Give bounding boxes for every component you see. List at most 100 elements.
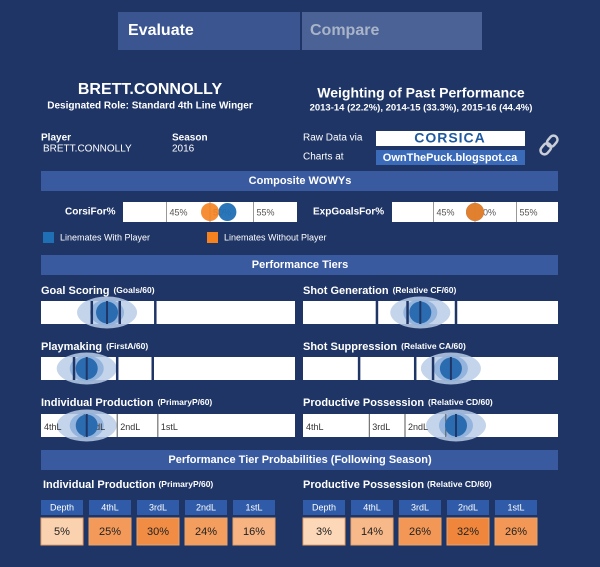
section-bar (41, 255, 558, 275)
link-icon[interactable] (539, 134, 559, 156)
section-bar (41, 171, 558, 191)
value-cell (136, 517, 180, 546)
header-cell (185, 500, 227, 515)
table-title: Productive Possession (Relative CD/60) (303, 479, 492, 491)
header-cell (41, 500, 83, 515)
section-title: Composite WOWYs (249, 175, 352, 187)
table-unit: (Relative CD/60) (427, 479, 492, 489)
tick-label: 45% (170, 207, 188, 217)
tick-label: 50% (478, 207, 496, 217)
tick-label: 55% (257, 207, 275, 217)
value-cell (88, 517, 132, 546)
header-cell (399, 500, 441, 515)
tier-label: 4thL (44, 422, 62, 432)
header-text: 1stL (245, 502, 262, 512)
panel-unit: (FirstA/60) (106, 341, 148, 351)
header-cell (447, 500, 489, 515)
header-cell (495, 500, 537, 515)
section-bar (41, 450, 558, 470)
value-text: 24% (195, 526, 217, 538)
value-cell (232, 517, 276, 546)
tab[interactable] (302, 12, 482, 50)
panel-unit: (Relative CF/60) (393, 285, 457, 295)
header-cell (137, 500, 179, 515)
header-text: 2ndL (196, 502, 216, 512)
section-title: Performance Tier Probabilities (Followin… (168, 454, 432, 466)
value-text: 3% (316, 526, 332, 538)
panel-title: Productive Possession (Relative CD/60) (303, 397, 493, 409)
legend-swatch (43, 232, 54, 243)
player-name: BRETT.CONNOLLY (78, 81, 223, 98)
role: Designated Role: Standard 4th Line Winge… (47, 101, 253, 112)
panel-label: Playmaking (41, 341, 102, 353)
tab-label[interactable]: Evaluate (128, 22, 194, 39)
header-text: 4thL (363, 502, 381, 512)
value-text: 30% (147, 526, 169, 538)
value-text: 32% (457, 526, 479, 538)
panel-unit: (Goals/60) (113, 285, 154, 295)
value-cell (350, 517, 394, 546)
table-unit: (PrimaryP/60) (158, 479, 213, 489)
panel-label: Goal Scoring (41, 285, 109, 297)
tier-label: 1stL (161, 422, 178, 432)
header-cell (233, 500, 275, 515)
value: BRETT.CONNOLLY (43, 144, 132, 155)
header-text: Depth (312, 502, 336, 512)
source-link[interactable]: OwnThePuck.blogspot.ca (383, 152, 518, 164)
panel-unit: (Relative CD/60) (428, 397, 493, 407)
tier-label: 3rdL (372, 422, 390, 432)
tier-label: 4thL (306, 422, 324, 432)
header-cell (303, 500, 345, 515)
value-text: 26% (409, 526, 431, 538)
metric-label: CorsiFor% (65, 207, 116, 218)
value-cell (494, 517, 538, 546)
legend-label: Linemates With Player (60, 232, 150, 242)
section-title: Performance Tiers (252, 259, 348, 271)
header-cell (89, 500, 131, 515)
source-box[interactable] (376, 150, 525, 165)
header-text: 3rdL (149, 502, 167, 512)
legend-label: Linemates Without Player (224, 232, 327, 242)
header-cell (351, 500, 393, 515)
legend-swatch (207, 232, 218, 243)
header-text: 2ndL (458, 502, 478, 512)
panel-title: Individual Production (PrimaryP/60) (41, 397, 212, 409)
label: Player (41, 133, 71, 144)
weighting: 2013-14 (22.2%), 2014-15 (33.3%), 2015-1… (310, 103, 533, 114)
value-text: 26% (505, 526, 527, 538)
source-link[interactable]: CORSICA (414, 130, 486, 146)
table-title: Individual Production (PrimaryP/60) (43, 479, 213, 491)
panel-label: Individual Production (41, 397, 154, 409)
panel-title: Goal Scoring (Goals/60) (41, 285, 155, 297)
tier-label: 2ndL (120, 422, 140, 432)
with-marker (218, 203, 237, 221)
value-cell (446, 517, 490, 546)
header-text: 3rdL (411, 502, 429, 512)
weighting-title: Weighting of Past Performance (317, 85, 525, 101)
tab-label[interactable]: Compare (310, 22, 379, 39)
value-text: 5% (54, 526, 70, 538)
tab[interactable] (118, 12, 300, 50)
panel-title: Playmaking (FirstA/60) (41, 341, 148, 353)
source-box[interactable] (376, 131, 525, 146)
panel-label: Shot Suppression (303, 341, 397, 353)
without-marker (466, 203, 484, 221)
tier-label: 2ndL (408, 422, 428, 432)
panel-title: Shot Generation (Relative CF/60) (303, 285, 457, 297)
value-cell (398, 517, 442, 546)
value-text: 25% (99, 526, 121, 538)
header-text: Depth (50, 502, 74, 512)
value-cell (40, 517, 84, 546)
value: 2016 (172, 144, 195, 155)
label: Raw Data via (303, 133, 363, 144)
without-marker (201, 203, 219, 221)
header-text: 1stL (507, 502, 524, 512)
label: Charts at (303, 152, 344, 163)
panel-unit: (PrimaryP/60) (157, 397, 212, 407)
label: Season (172, 133, 208, 144)
panel-unit: (Relative CA/60) (401, 341, 466, 351)
header-text: 4thL (101, 502, 119, 512)
